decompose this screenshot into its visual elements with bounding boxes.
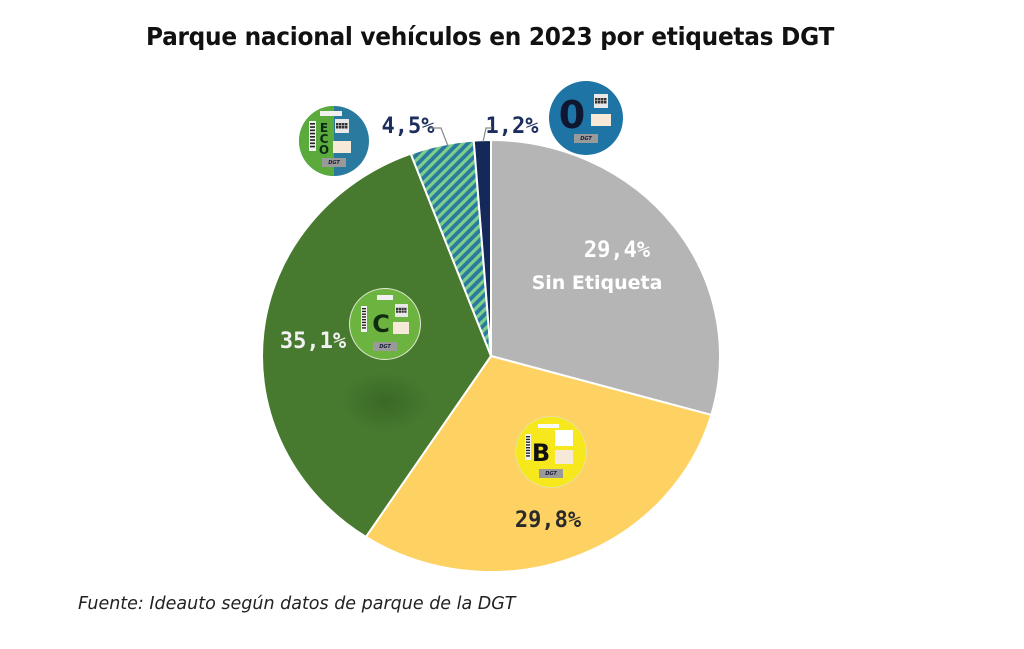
svg-text:DGT: DGT: [328, 160, 340, 166]
value-label-cero: 1,2%: [486, 114, 540, 139]
c-badge: C DGT: [349, 288, 421, 360]
svg-text:DGT: DGT: [545, 471, 557, 477]
b-badge: B DGT: [515, 416, 587, 488]
eco-letter: C: [320, 132, 329, 146]
value-label-eco: 4,5%: [382, 114, 436, 139]
dgt-logo-icon: DGT: [539, 469, 563, 478]
pie-slices: [261, 138, 721, 573]
category-label-sin-etiqueta: Sin Etiqueta: [532, 272, 663, 294]
pie-slice-sin-etiqueta: [490, 138, 721, 417]
value-label-sin-etiqueta: 29,4%: [584, 238, 651, 263]
pie-decor: [340, 372, 430, 432]
pie-slice-cero: [472, 138, 492, 357]
svg-text:DGT: DGT: [379, 344, 391, 350]
source-note: Fuente: Ideauto según datos de parque de…: [78, 594, 516, 614]
dgt-logo-icon: DGT: [574, 134, 598, 143]
eco-badge: ECO DGT: [299, 106, 369, 176]
chart-title: Parque nacional vehículos en 2023 por et…: [145, 22, 835, 51]
zero-letter: 0: [559, 93, 585, 137]
eco-letter: O: [319, 143, 329, 157]
value-label-c: 35,1%: [280, 329, 347, 354]
leader-line-eco: [430, 127, 449, 147]
c-letter: C: [372, 310, 390, 338]
slice-shadow: [340, 372, 430, 432]
leader-line-cero: [482, 127, 492, 143]
value-label-b: 29,8%: [515, 508, 582, 533]
eco-letter: E: [320, 121, 328, 135]
b-letter: B: [532, 439, 550, 467]
dgt-logo-icon: DGT: [322, 158, 346, 167]
value-labels: 29,4% Sin Etiqueta 29,8% 35,1% 4,5% 1,2%: [280, 114, 663, 533]
svg-text:DGT: DGT: [580, 136, 592, 142]
dgt-logo-icon: DGT: [373, 342, 397, 351]
